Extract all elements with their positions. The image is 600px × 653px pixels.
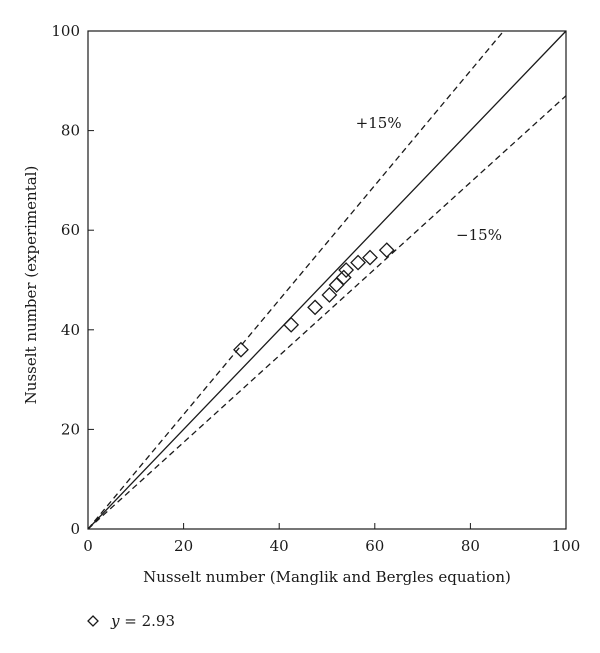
data-point-diamond bbox=[338, 262, 355, 278]
x-tick-label: 80 bbox=[461, 537, 480, 555]
legend-label-value: = 2.93 bbox=[119, 612, 175, 630]
data-point-diamond bbox=[378, 242, 395, 259]
annotations: +15% −15% bbox=[356, 114, 502, 244]
parity-line bbox=[87, 30, 567, 530]
data-point-diamond bbox=[350, 254, 366, 271]
plus-15-percent-label: +15% bbox=[356, 114, 402, 132]
data-point-diamond bbox=[321, 287, 338, 303]
plot-area bbox=[87, 30, 567, 530]
y-tick-label: 80 bbox=[61, 122, 80, 140]
data-point-diamond bbox=[233, 341, 249, 358]
x-tick-label: 100 bbox=[552, 537, 581, 555]
x-tick-label: 20 bbox=[174, 537, 193, 555]
legend-label-variable: y bbox=[110, 612, 120, 630]
minus-15-percent-label: −15% bbox=[456, 226, 502, 244]
y-axis-title: Nusselt number (experimental) bbox=[22, 166, 40, 405]
data-point-diamond bbox=[362, 249, 378, 266]
legend-marker-diamond bbox=[87, 615, 99, 627]
x-axis-title: Nusselt number (Manglik and Bergles equa… bbox=[143, 568, 511, 586]
x-tick-label: 60 bbox=[365, 537, 384, 555]
x-tick-label: 0 bbox=[83, 537, 93, 555]
legend-label: y = 2.93 bbox=[110, 612, 175, 630]
legend: y = 2.93 bbox=[87, 612, 175, 630]
plus-15-percent-line bbox=[87, 30, 505, 530]
data-point-diamond bbox=[335, 269, 352, 286]
reference-lines bbox=[87, 30, 567, 530]
y-tick-label: 40 bbox=[61, 321, 80, 339]
data-markers bbox=[233, 242, 395, 358]
y-tick-label: 100 bbox=[51, 22, 80, 40]
y-tick-label: 20 bbox=[61, 420, 80, 438]
data-point-diamond bbox=[307, 299, 323, 316]
plot-border bbox=[87, 30, 567, 530]
axis-ticks: 0 20 40 60 80 100 0 20 40 60 80 100 bbox=[51, 22, 580, 555]
y-tick-label: 0 bbox=[70, 520, 80, 538]
data-point-diamond bbox=[283, 316, 300, 333]
x-tick-label: 40 bbox=[270, 537, 289, 555]
y-tick-label: 60 bbox=[61, 221, 80, 239]
minus-15-percent-line bbox=[87, 95, 567, 530]
